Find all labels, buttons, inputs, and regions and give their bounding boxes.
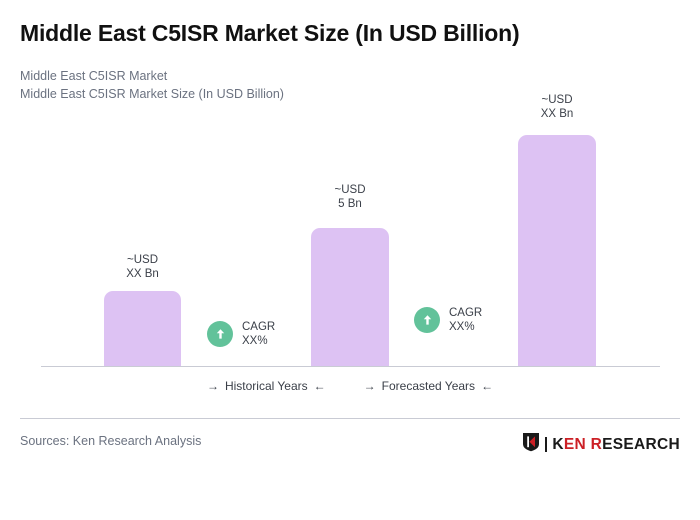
bar-value-label-2-line2: 5 Bn (338, 198, 362, 210)
period-historical: → Historical Years ← (207, 379, 326, 393)
arrow-left-icon: ← (481, 379, 494, 393)
cagr-annotation-2-text: CAGR XX% (449, 306, 482, 334)
period-historical-label: Historical Years (224, 379, 308, 393)
logo-wordmark-accent: EN R (563, 435, 603, 453)
cagr-annotation-2: CAGR XX% (414, 306, 482, 334)
logo-wordmark-part3: ESEARCH (602, 435, 680, 453)
bar-value-label-3-line1: ~USD (541, 94, 573, 106)
cagr-annotation-1-line1: CAGR (242, 321, 276, 333)
bar-2 (311, 228, 389, 366)
cagr-annotation-1-line2: XX% (242, 335, 268, 347)
arrow-right-icon: → (363, 379, 376, 393)
bar-value-label-1: ~USD XX Bn (104, 253, 181, 281)
logo-divider (545, 437, 548, 452)
cagr-annotation-1-text: CAGR XX% (242, 320, 275, 348)
up-arrow-icon (207, 321, 233, 347)
bar-3 (518, 135, 596, 366)
plot-area: ~USD XX Bn ~USD 5 Bn ~USD XX Bn CAGR XX% (41, 93, 660, 393)
shield-k-icon (522, 432, 540, 457)
cagr-annotation-2-line2: XX% (449, 321, 475, 333)
sources-text: Sources: Ken Research Analysis (20, 434, 202, 448)
ken-research-logo: KEN RESEARCH (522, 432, 680, 457)
period-labels: → Historical Years ← → Forecasted Years … (0, 379, 700, 393)
period-forecasted-label: Forecasted Years (381, 379, 476, 393)
subtitle-line-2: Middle East C5ISR Market Size (In USD Bi… (20, 87, 284, 101)
bar-value-label-1-line2: XX Bn (126, 268, 159, 280)
bar-value-label-3-line2: XX Bn (540, 108, 574, 120)
arrow-left-icon: ← (313, 379, 326, 393)
logo-wordmark: KEN RESEARCH (552, 435, 680, 453)
page-title: Middle East C5ISR Market Size (In USD Bi… (20, 20, 520, 46)
period-forecasted: → Forecasted Years ← (364, 379, 493, 393)
logo-wordmark-part1: K (552, 435, 564, 453)
bar-value-label-2: ~USD 5 Bn (311, 183, 389, 211)
bar-value-label-2-line1: ~USD (334, 184, 366, 196)
arrow-right-icon: → (206, 379, 219, 393)
cagr-annotation-1: CAGR XX% (207, 320, 275, 348)
x-axis-line (41, 366, 660, 367)
subtitle-line-1: Middle East C5ISR Market (20, 69, 168, 83)
bar-value-label-1-line1: ~USD (127, 254, 158, 266)
up-arrow-icon (414, 307, 440, 333)
cagr-annotation-2-line1: CAGR (449, 307, 483, 319)
footer-divider (20, 418, 680, 419)
subtitle-block: Middle East C5ISR Market Middle East C5I… (20, 67, 284, 103)
bar-value-label-3: ~USD XX Bn (518, 93, 596, 121)
bar-1 (104, 291, 181, 366)
